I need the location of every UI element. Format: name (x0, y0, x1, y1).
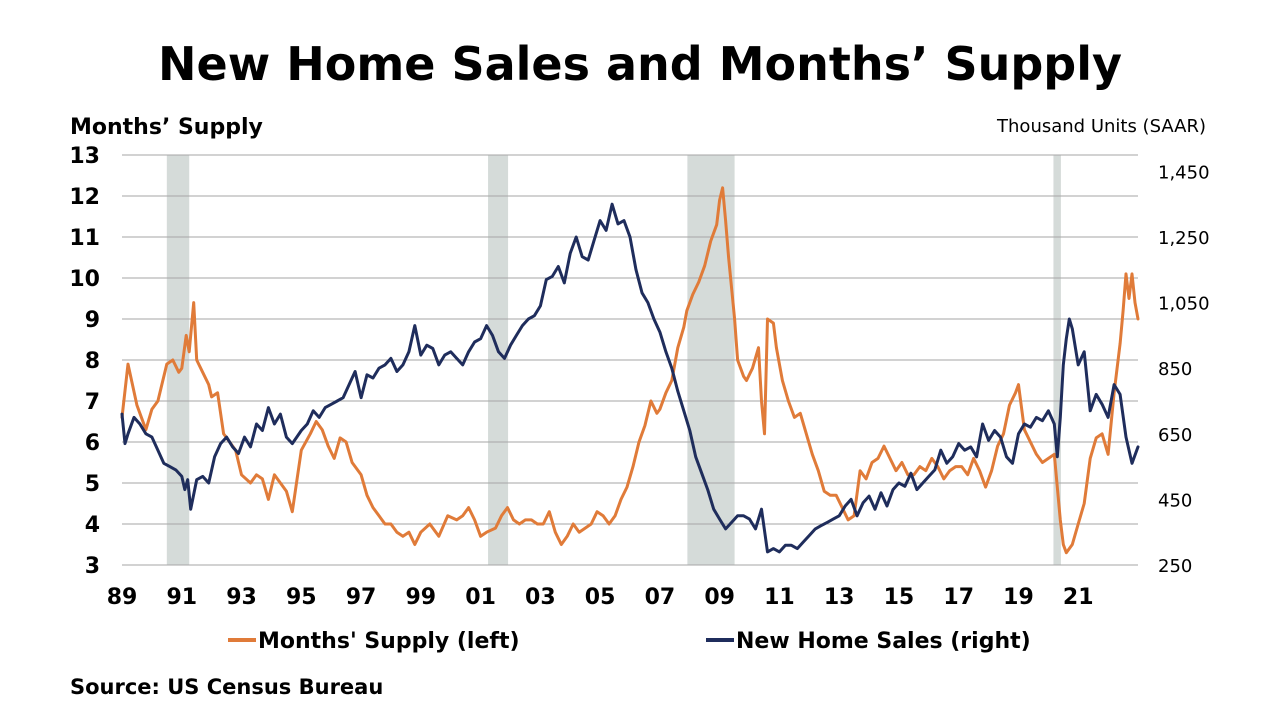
x-tick-label: 15 (884, 585, 915, 610)
x-tick-label: 17 (943, 585, 974, 610)
gridlines (122, 154, 1138, 566)
left-tick-label: 4 (85, 513, 100, 538)
series-line-months-supply (120, 186, 1140, 555)
x-axis-ticks: 89 91 93 95 97 99 01 03 05 07 09 11 13 15 17 19 21 (107, 585, 1094, 610)
x-tick-label: 93 (226, 585, 257, 610)
right-tick-label: 1,050 (1158, 294, 1210, 315)
left-tick-label: 5 (85, 472, 100, 497)
left-axis-ticks: 3 4 5 6 7 8 9 10 11 12 13 (69, 144, 100, 579)
left-tick-label: 12 (69, 185, 100, 210)
x-tick-label: 05 (585, 585, 616, 610)
right-axis-ticks: 250 450 650 850 1,050 1,250 1,450 (1158, 162, 1210, 577)
left-tick-label: 11 (69, 226, 100, 251)
left-tick-label: 3 (85, 554, 100, 579)
x-tick-label: 21 (1063, 585, 1094, 610)
right-tick-label: 250 (1158, 556, 1192, 577)
legend-label-new-home-sales: New Home Sales (right) (736, 629, 1031, 654)
x-tick-label: 95 (286, 585, 317, 610)
left-tick-label: 7 (85, 390, 100, 415)
left-tick-label: 6 (85, 431, 100, 456)
left-tick-label: 9 (85, 308, 100, 333)
x-tick-label: 13 (824, 585, 855, 610)
legend: Months' Supply (left) New Home Sales (ri… (228, 629, 1031, 654)
series-line-new-home-sales (120, 202, 1140, 554)
x-tick-label: 01 (465, 585, 496, 610)
right-tick-label: 850 (1158, 359, 1192, 380)
left-tick-label: 13 (69, 144, 100, 169)
right-axis-label: Thousand Units (SAAR) (996, 116, 1206, 137)
x-tick-label: 07 (645, 585, 676, 610)
left-tick-label: 8 (85, 349, 100, 374)
legend-label-months-supply: Months' Supply (left) (258, 629, 520, 654)
right-tick-label: 650 (1158, 425, 1192, 446)
right-tick-label: 450 (1158, 490, 1192, 511)
x-tick-label: 89 (107, 585, 138, 610)
chart-title: New Home Sales and Months’ Supply (158, 37, 1122, 91)
source-note: Source: US Census Bureau (70, 675, 383, 699)
x-tick-label: 09 (704, 585, 735, 610)
x-tick-label: 19 (1003, 585, 1034, 610)
x-tick-label: 99 (406, 585, 437, 610)
left-tick-label: 10 (69, 267, 100, 292)
x-tick-label: 97 (346, 585, 377, 610)
right-tick-label: 1,250 (1158, 228, 1210, 249)
right-tick-label: 1,450 (1158, 162, 1210, 183)
left-axis-label: Months’ Supply (70, 115, 263, 140)
x-tick-label: 03 (525, 585, 556, 610)
series-lines (120, 186, 1140, 555)
x-tick-label: 11 (764, 585, 795, 610)
x-tick-label: 91 (166, 585, 197, 610)
